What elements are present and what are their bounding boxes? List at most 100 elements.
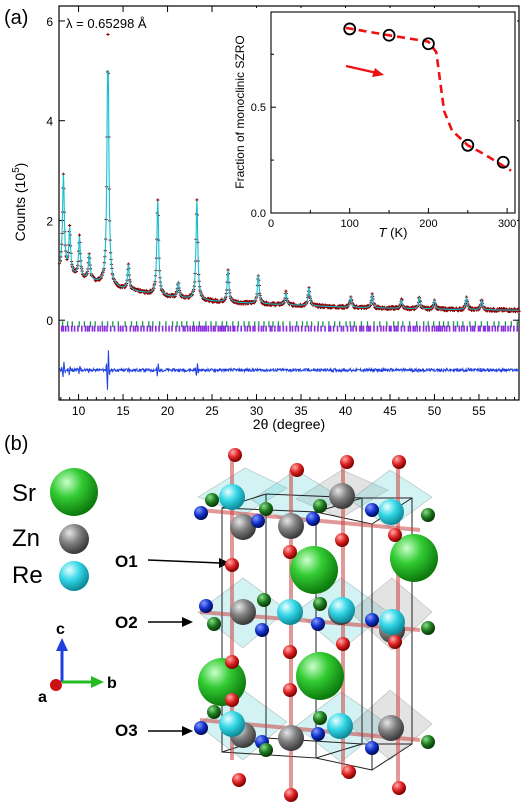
oxygen-site-labels: O1 O2 O3: [115, 552, 230, 740]
sr-atom: [290, 546, 338, 594]
main-y-tick-label: 0: [46, 314, 53, 328]
re-atom: [219, 484, 245, 510]
fraction-data-point: [343, 22, 357, 36]
zn-atom: [329, 483, 355, 509]
main-x-tick-label: 20: [161, 404, 175, 418]
oxygen-atom-red: [340, 455, 354, 469]
zn-atom: [378, 715, 404, 741]
oxygen-atom-red: [336, 637, 350, 651]
axis-b-label: b: [107, 675, 117, 692]
oxygen-atom-red: [388, 528, 402, 542]
label-o3: O3: [115, 721, 138, 740]
oxygen-atom-blue: [311, 617, 325, 631]
oxygen-atom-red: [388, 635, 402, 649]
inset-y-axis-label: Fraction of monoclinic SZRO: [233, 35, 247, 188]
calculated-profile-line: [58, 70, 519, 311]
main-x-tick-label: 45: [383, 404, 397, 418]
oxygen-atom-blue: [365, 741, 379, 755]
oxygen-atom-blue: [311, 727, 325, 741]
main-x-tick-label: 40: [339, 404, 353, 418]
svg-text:T (K): T (K): [379, 225, 408, 240]
axis-a-label: a: [38, 689, 47, 706]
oxygen-atom-red: [228, 448, 242, 462]
re-atom: [379, 609, 405, 635]
fraction-data-point: [422, 37, 435, 51]
oxygen-atom-green: [257, 593, 271, 607]
oxygen-atom-red: [392, 781, 406, 795]
oxygen-atom-green: [207, 617, 221, 631]
main-x-axis-label: 2θ (degree): [253, 416, 325, 432]
legend-sr-label: Sr: [12, 480, 36, 507]
fraction-data-point: [382, 28, 396, 42]
re-atom: [219, 711, 245, 737]
inset-chart: 0 100 200 300 0.0 0.5 T (K) Fraction of monoc…: [227, 8, 517, 246]
main-plot-frame: [58, 5, 520, 401]
inset-x-tick-label: 300: [498, 218, 516, 230]
re-atom: [329, 597, 355, 623]
re-atom: [327, 713, 353, 739]
oxygen-atom-green: [259, 502, 273, 516]
bragg-ticks-phase2: [60, 325, 518, 332]
oxygen-atom-red: [283, 683, 297, 697]
atom-legend: Sr Zn Re: [12, 468, 98, 591]
zn-atom: [230, 514, 256, 540]
oxygen-atom-red: [335, 533, 349, 547]
main-y-tick-label: 6: [46, 15, 53, 29]
crystal-structure: [194, 448, 438, 802]
oxygen-atom-green: [421, 621, 435, 635]
b-axis-arrow-icon: [91, 676, 104, 688]
crystal-axes: c a b: [38, 621, 117, 706]
wavelength-label: λ = 0.65298 Å: [66, 16, 147, 31]
oxygen-atom-blue: [365, 613, 379, 627]
sr-atom: [296, 652, 344, 700]
zn-atom: [278, 513, 304, 539]
oxygen-atom-green: [205, 493, 219, 507]
zn-atom-icon: [59, 524, 89, 554]
oxygen-atom-green: [421, 508, 435, 522]
re-atom-icon: [59, 561, 89, 591]
oxygen-atom-red: [225, 655, 239, 669]
inset-y-tick-label: 0.5: [251, 102, 266, 114]
xrd-pattern-chart: 10 15 20 25 30 35 40 45 50 55 0 2 4 6 λ = 0.65298 Å 2…: [11, 5, 521, 432]
main-y-tick-label: 2: [46, 214, 53, 228]
o2-pointer-icon: [182, 617, 193, 627]
inset-x-tick-label: 0: [268, 218, 274, 230]
inset-background: [227, 8, 517, 246]
main-y-axis-label: Counts (105): [11, 163, 28, 242]
main-x-tick-label: 30: [250, 404, 264, 418]
re-atom: [378, 499, 404, 525]
inset-x-tick-label: 200: [419, 218, 437, 230]
zn-atom: [230, 599, 256, 625]
main-x-tick-label: 35: [294, 404, 308, 418]
label-o2: O2: [115, 613, 138, 632]
panel-a-label: (a): [4, 7, 28, 29]
oxygen-atom-blue: [194, 506, 208, 520]
oxygen-atom-red: [392, 455, 406, 469]
main-x-tick-label: 15: [116, 404, 130, 418]
o3-pointer-icon: [182, 726, 193, 736]
oxygen-atom-green: [313, 711, 327, 725]
oxygen-atom-blue: [365, 503, 379, 517]
main-x-tick-label: 50: [428, 404, 442, 418]
oxygen-atom-red: [232, 773, 246, 787]
sr-atom-icon: [50, 468, 98, 516]
inset-x-axis-label: T (K): [379, 225, 408, 240]
panel-b-label: (b): [4, 433, 28, 455]
oxygen-atom-green: [313, 597, 327, 611]
zn-atom: [278, 725, 304, 751]
legend-zn-label: Zn: [12, 525, 40, 552]
label-o1: O1: [115, 552, 138, 571]
svg-text:Counts (105): Counts (105): [11, 163, 28, 242]
inset-x-tick-label: 100: [341, 218, 359, 230]
oxygen-atom-blue: [194, 721, 208, 735]
oxygen-atom-red: [290, 463, 304, 477]
inset-plot-frame: [270, 11, 516, 214]
oxygen-atom-green: [421, 735, 435, 749]
bragg-ticks-phase1: [61, 321, 518, 328]
oxygen-atom-green: [313, 499, 327, 513]
oxygen-atom-red: [283, 545, 297, 559]
heating-direction-arrow: [345, 64, 384, 77]
sr-atom: [390, 534, 438, 582]
oxygen-atom-green: [259, 743, 273, 757]
